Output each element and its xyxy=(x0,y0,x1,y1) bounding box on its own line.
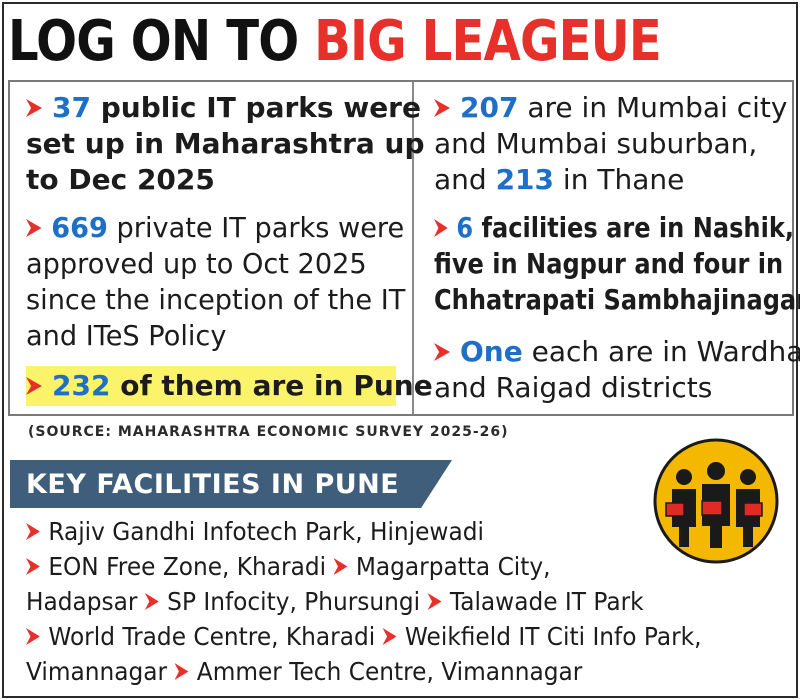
facility-line: EON Free Zone, Kharadi Magarpatta City, xyxy=(26,549,742,584)
red-arrow-icon xyxy=(434,99,450,117)
source-note: (SOURCE: MAHARASHTRA ECONOMIC SURVEY 202… xyxy=(28,424,509,440)
red-arrow-icon xyxy=(26,523,40,540)
red-arrow-icon xyxy=(26,99,42,117)
red-arrow-icon xyxy=(434,219,448,237)
red-arrow-icon xyxy=(333,558,348,575)
red-arrow-icon xyxy=(434,343,450,361)
red-arrow-icon xyxy=(427,593,442,610)
red-arrow-icon xyxy=(26,558,40,575)
fact-wardha-raigad: One each are in Wardha and Raigad distri… xyxy=(434,335,800,404)
headline: LOG ON TO BIG LEAGEUE xyxy=(8,9,662,74)
red-arrow-icon xyxy=(174,663,189,680)
key-facilities-banner xyxy=(10,460,452,508)
red-arrow-icon xyxy=(382,628,397,645)
red-arrow-icon xyxy=(26,219,42,237)
fact-public-parks: 37 public IT parks were set up in Mahara… xyxy=(26,91,425,196)
key-facilities-list: Rajiv Gandhi Infotech Park, Hinjewadi EO… xyxy=(26,514,796,689)
it-workers-icon xyxy=(652,437,780,565)
column-divider xyxy=(412,82,414,414)
red-arrow-icon xyxy=(26,628,40,645)
fact-private-parks: 669 private IT parks were approved up to… xyxy=(26,211,406,352)
facility-line: Hadapsar SP Infocity, Phursungi Talawade I… xyxy=(26,587,644,616)
fact-mumbai-thane: 207 are in Mumbai city and Mumbai suburb… xyxy=(434,91,788,196)
fact-other-cities: 6 facilities are in Nashik, five in Nagp… xyxy=(434,211,800,316)
red-arrow-icon xyxy=(144,593,159,610)
key-facilities-heading: KEY FACILITIES IN PUNE xyxy=(26,469,400,500)
facility-line: World Trade Centre, Kharadi Weikfield IT … xyxy=(26,619,742,654)
red-arrow-icon xyxy=(26,377,42,395)
highlight-band xyxy=(26,366,396,406)
facility-line: Rajiv Gandhi Infotech Park, Hinjewadi xyxy=(26,514,742,549)
facility-line: Vimannagar Ammer Tech Centre, Vimannagar xyxy=(26,657,583,686)
fact-pune-count: 232 of them are in Pune xyxy=(26,368,433,404)
facts-panel: 37 public IT parks were set up in Mahara… xyxy=(8,80,800,416)
